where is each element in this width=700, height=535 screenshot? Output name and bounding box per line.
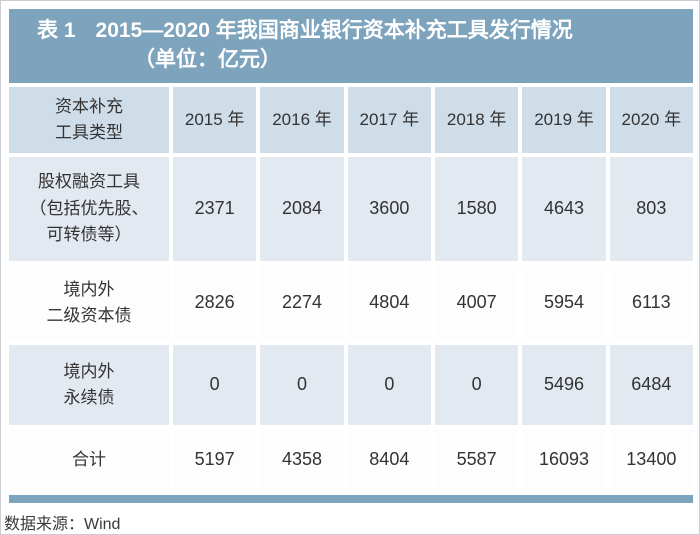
table-cell: 4358 bbox=[260, 429, 344, 491]
table-title-bar: 表 1 2015—2020 年我国商业银行资本补充工具发行情况 （单位：亿元） bbox=[9, 9, 693, 83]
table-cell: 2826 bbox=[173, 265, 257, 341]
column-header-2017: 2017 年 bbox=[347, 87, 431, 153]
table-cell: 2371 bbox=[173, 157, 257, 261]
table-number: 表 1 bbox=[37, 19, 76, 42]
data-source-note: 数据来源：Wind bbox=[4, 516, 121, 533]
column-header-2015: 2015 年 bbox=[173, 87, 257, 153]
table-bottom-accent-bar bbox=[9, 495, 693, 503]
table-cell: 2084 bbox=[260, 157, 344, 261]
table-cell: 4643 bbox=[522, 157, 606, 261]
column-header-2016: 2016 年 bbox=[260, 87, 344, 153]
column-header-type: 资本补充 工具类型 bbox=[9, 87, 169, 153]
table-cell: 5587 bbox=[435, 429, 519, 491]
table-title-line1: 表 1 2015—2020 年我国商业银行资本补充工具发行情况 bbox=[37, 16, 683, 45]
table-cell: 0 bbox=[435, 345, 519, 425]
data-table: 资本补充 工具类型 2015 年 2016 年 2017 年 2018 年 20… bbox=[9, 87, 693, 491]
column-header-2020: 2020 年 bbox=[609, 87, 693, 153]
table-cell: 0 bbox=[173, 345, 257, 425]
table-cell: 0 bbox=[260, 345, 344, 425]
table-cell: 3600 bbox=[347, 157, 431, 261]
table-cell: 16093 bbox=[522, 429, 606, 491]
table-cell: 803 bbox=[609, 157, 693, 261]
row-label-total: 合计 bbox=[9, 429, 169, 491]
row-label-equity-instruments: 股权融资工具 （包括优先股、 可转债等） bbox=[9, 157, 169, 261]
table-cell: 0 bbox=[347, 345, 431, 425]
table-cell: 5197 bbox=[173, 429, 257, 491]
row-label-tier2-bonds: 境内外 二级资本债 bbox=[9, 265, 169, 341]
table-cell: 6113 bbox=[609, 265, 693, 341]
table-cell: 4007 bbox=[435, 265, 519, 341]
column-header-2018: 2018 年 bbox=[435, 87, 519, 153]
table-cell: 6484 bbox=[609, 345, 693, 425]
table-cell: 2274 bbox=[260, 265, 344, 341]
table-cell: 1580 bbox=[435, 157, 519, 261]
figure-content: 表 1 2015—2020 年我国商业银行资本补充工具发行情况 （单位：亿元） 资… bbox=[9, 9, 693, 503]
table-cell: 5954 bbox=[522, 265, 606, 341]
table-cell: 8404 bbox=[347, 429, 431, 491]
table-cell: 5496 bbox=[522, 345, 606, 425]
table-title-text: 2015—2020 年我国商业银行资本补充工具发行情况 bbox=[95, 19, 573, 42]
column-header-2019: 2019 年 bbox=[522, 87, 606, 153]
table-cell: 4804 bbox=[347, 265, 431, 341]
table-cell: 13400 bbox=[609, 429, 693, 491]
table-unit-label: （单位：亿元） bbox=[134, 48, 281, 71]
row-label-perpetual-bonds: 境内外 永续债 bbox=[9, 345, 169, 425]
